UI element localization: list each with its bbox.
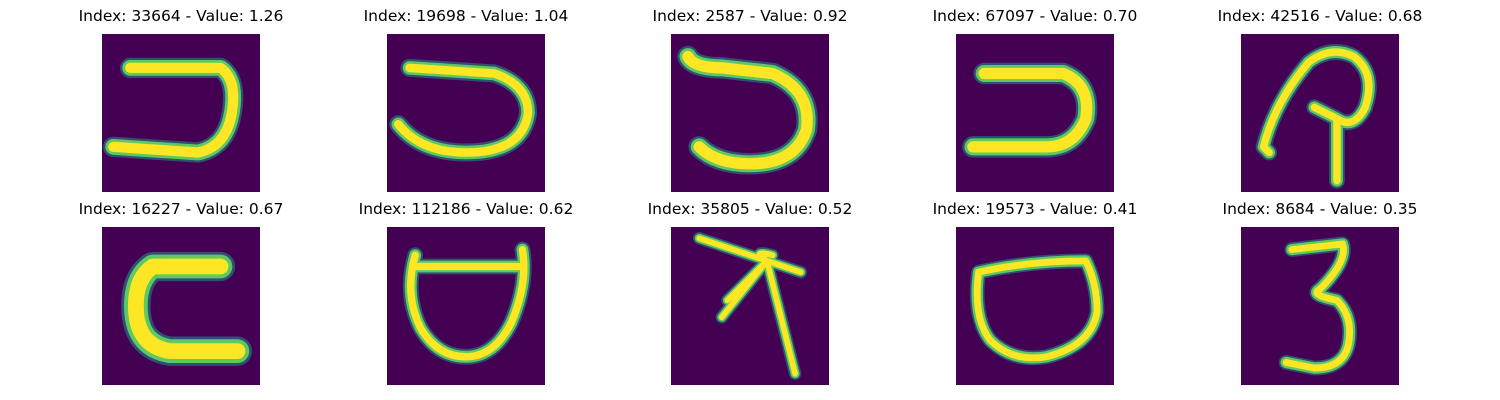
hook-j-icon — [956, 34, 1114, 192]
tile-title: Index: 67097 - Value: 0.70 — [932, 7, 1138, 25]
hook-j-icon — [387, 34, 545, 192]
grid-tile: Index: 16227 - Value: 0.67 — [79, 200, 283, 385]
pot-icon — [956, 227, 1114, 385]
cup-icon — [387, 227, 545, 385]
grid-tile: Index: 19698 - Value: 1.04 — [364, 7, 568, 192]
hook-j-icon — [671, 34, 829, 192]
tile-title: Index: 112186 - Value: 0.62 — [358, 200, 574, 218]
loop-arrow-icon — [1241, 34, 1399, 192]
tile-title: Index: 35805 - Value: 0.52 — [647, 200, 853, 218]
tile-title: Index: 19573 - Value: 0.41 — [932, 200, 1138, 218]
c-shape-icon — [102, 227, 260, 385]
tile-title: Index: 33664 - Value: 1.26 — [78, 7, 284, 25]
grid-tile: Index: 33664 - Value: 1.26 — [79, 7, 283, 192]
three-icon — [1241, 227, 1399, 385]
tile-title: Index: 19698 - Value: 1.04 — [363, 7, 569, 25]
tile-title: Index: 16227 - Value: 0.67 — [78, 200, 284, 218]
grid-tile: Index: 35805 - Value: 0.52 — [648, 200, 852, 385]
tile-title: Index: 2587 - Value: 0.92 — [652, 7, 848, 25]
star-burst-icon — [671, 227, 829, 385]
grid-tile: Index: 2587 - Value: 0.92 — [653, 7, 847, 192]
tile-title: Index: 42516 - Value: 0.68 — [1217, 7, 1423, 25]
grid-tile: Index: 19573 - Value: 0.41 — [933, 200, 1137, 385]
grid-tile: Index: 67097 - Value: 0.70 — [933, 7, 1137, 192]
grid-tile: Index: 112186 - Value: 0.62 — [359, 200, 573, 385]
grid-tile: Index: 8684 - Value: 0.35 — [1223, 200, 1417, 385]
hook-j-icon — [102, 34, 260, 192]
tile-title: Index: 8684 - Value: 0.35 — [1222, 200, 1418, 218]
grid-tile: Index: 42516 - Value: 0.68 — [1218, 7, 1422, 192]
